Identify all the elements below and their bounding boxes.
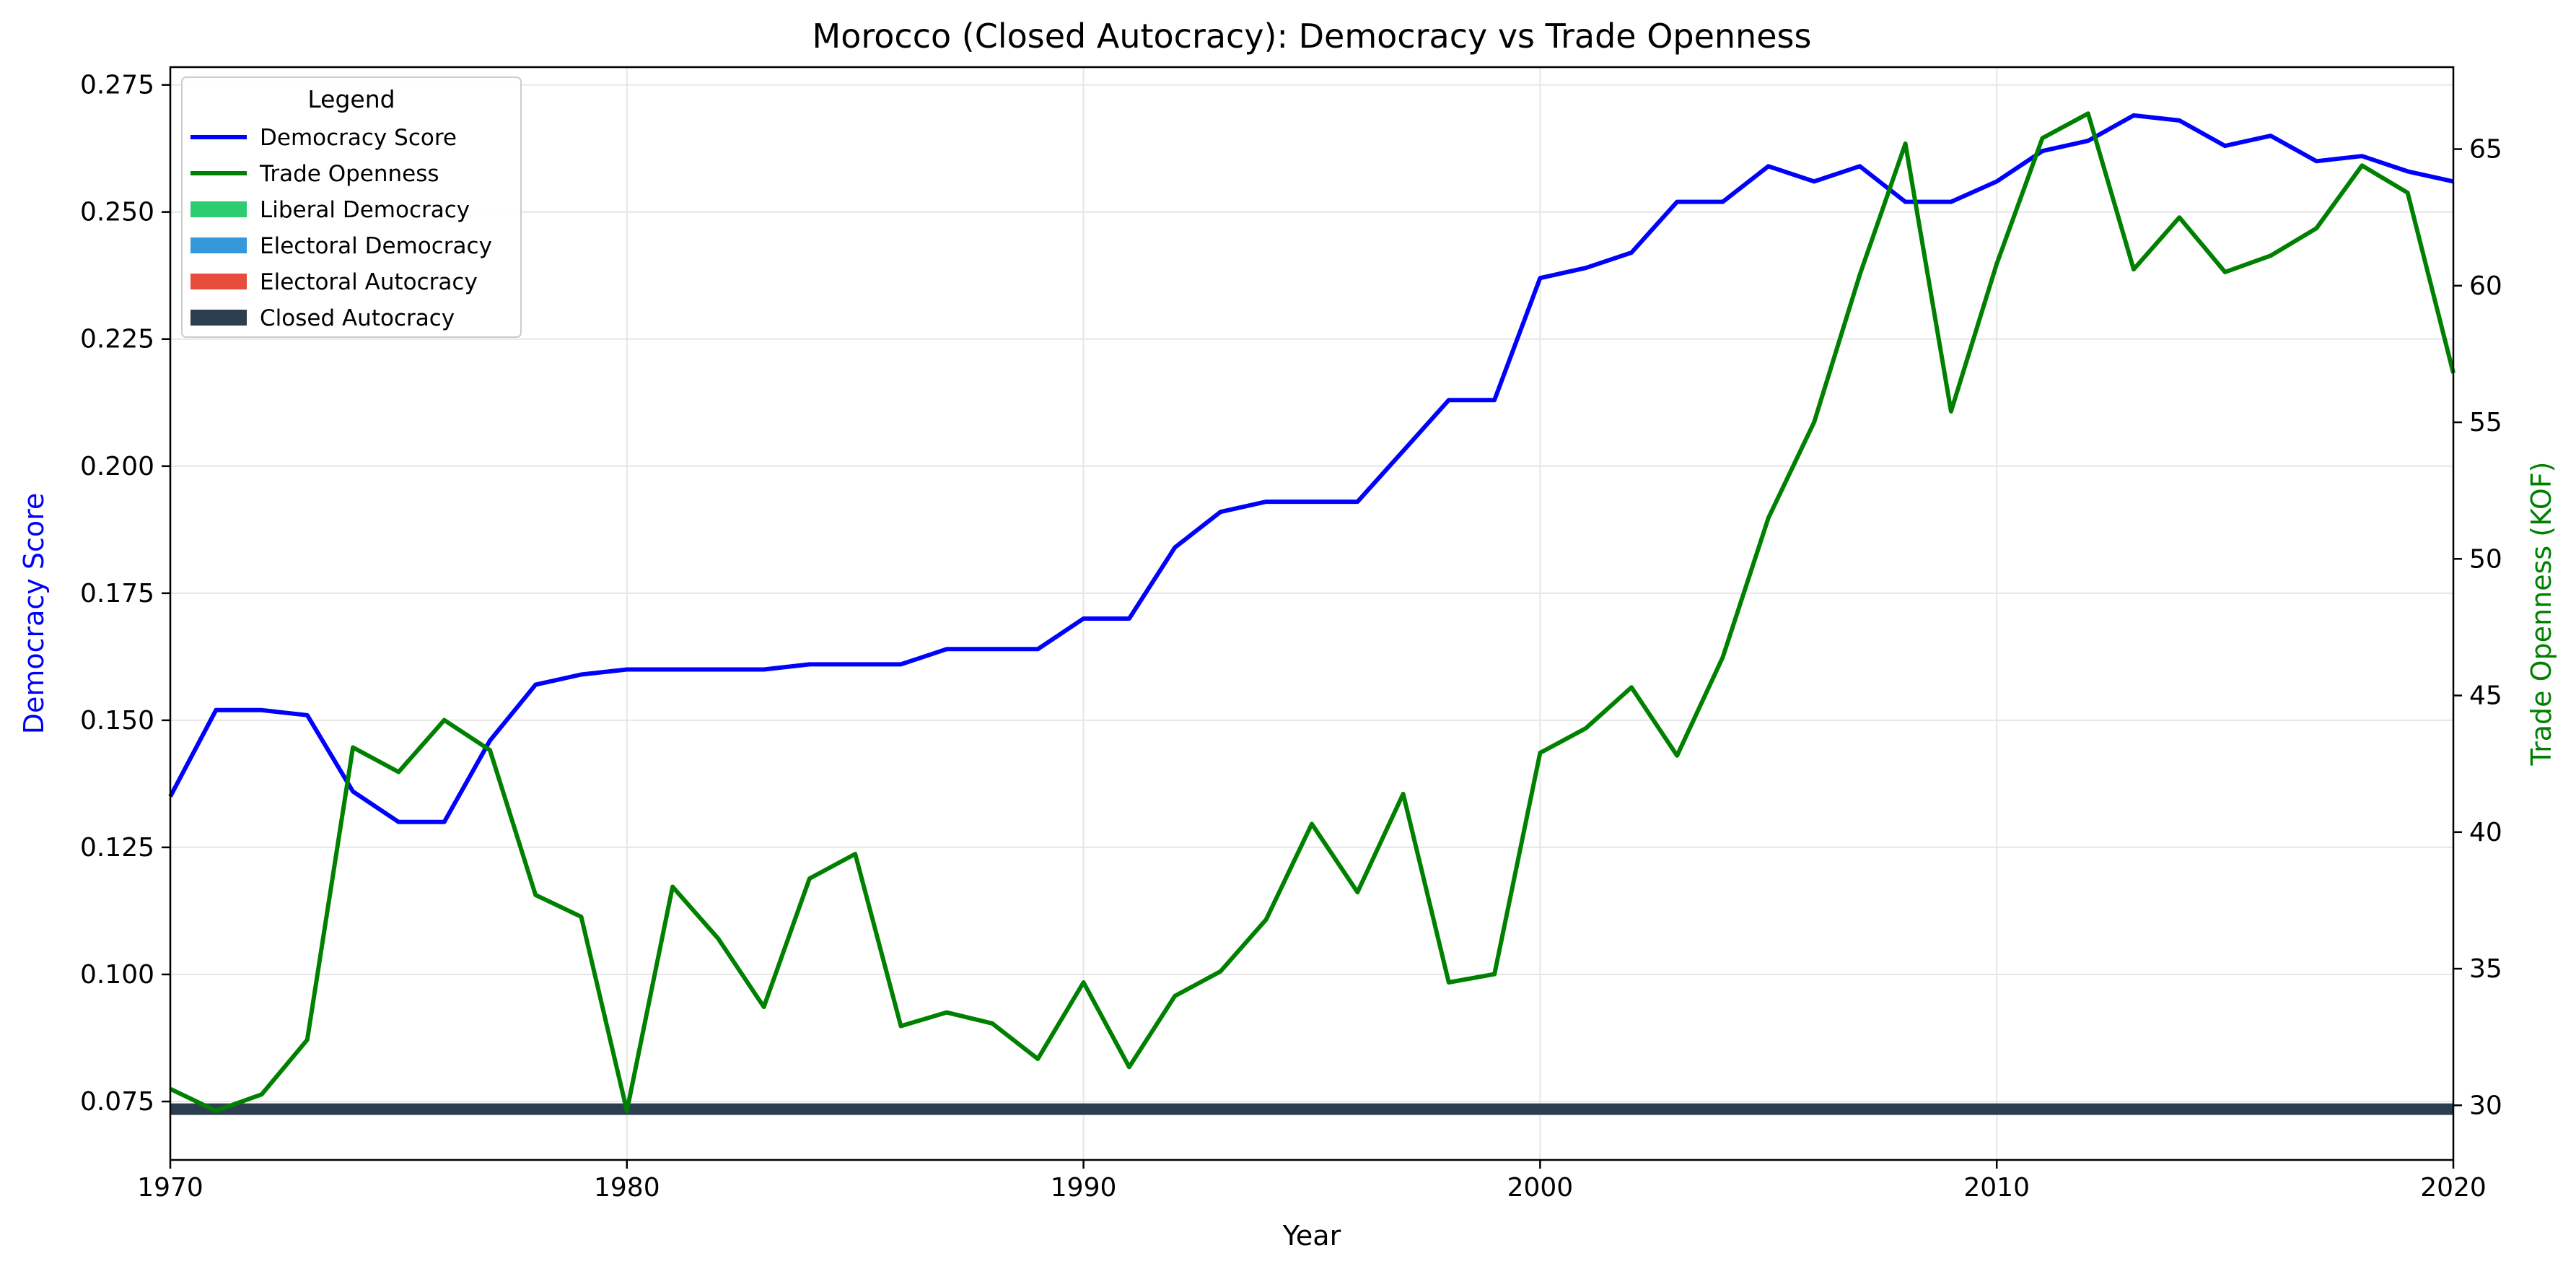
y-tick-label-right: 30 [2469,1091,2502,1120]
legend-title: Legend [307,85,395,113]
plot-frame [169,66,2455,1161]
y-tick-label-right: 50 [2469,544,2502,574]
series-line-trade-openness [169,111,2455,1113]
x-tick-label: 1990 [1051,1173,1117,1203]
y-axis-label-right: Trade Openness (KOF) [2525,461,2557,766]
legend-label-closed-autocracy: Closed Autocracy [260,305,455,331]
legend-swatch-electoral-democracy [190,237,247,253]
x-axis-label: Year [1282,1220,1341,1252]
y-tick-label-left: 0.100 [80,960,154,990]
legend-label-trade-openness: Trade Openness [259,161,439,187]
y-tick-label-left: 0.225 [80,325,154,354]
series-line-democracy-score [168,113,2454,824]
y-tick-label-left: 0.200 [80,452,154,481]
x-tick-label: 2000 [1507,1173,1574,1203]
legend-swatch-closed-autocracy [190,310,247,326]
y-tick-label-right: 55 [2469,408,2502,437]
y-tick-label-right: 40 [2469,818,2502,847]
legend-label-liberal-democracy: Liberal Democracy [260,197,470,223]
legend-swatch-liberal-democracy [190,201,247,217]
x-tick-label: 2020 [2420,1173,2487,1203]
x-tick-label: 1970 [137,1173,203,1203]
y-tick-label-left: 0.275 [80,71,154,100]
legend-label-electoral-autocracy: Electoral Autocracy [260,269,478,295]
y-axis-label-left: Democracy Score [18,493,50,735]
y-tick-label-right: 65 [2469,135,2502,165]
legend-label-democracy-score: Democracy Score [260,125,457,151]
x-tick-label: 1980 [594,1173,660,1203]
legend-items: Democracy Score Trade Openness Liberal Dem… [190,125,492,331]
chart-title: Morocco (Closed Autocracy): Democracy vs… [812,17,1812,56]
legend-label-electoral-democracy: Electoral Democracy [260,233,492,259]
x-tick-label: 2010 [1963,1173,2030,1203]
plot-background [170,67,2453,1160]
legend-box [181,77,522,338]
y-tick-label-left: 0.125 [80,833,154,863]
y-tick-label-left: 0.250 [80,198,154,227]
y-tick-label-right: 35 [2469,954,2502,984]
series-layer [168,111,2455,1113]
y-tick-label-left: 0.175 [80,579,154,608]
y-tick-label-right: 60 [2469,271,2502,301]
y-tick-label-left: 0.150 [80,706,154,736]
y-tick-label-left: 0.075 [80,1087,154,1117]
ticks: 1970 1980 1990 2000 2010 2020 0.075 0.100 0.125 0… [80,71,2502,1203]
y-tick-label-right: 45 [2469,681,2502,711]
legend-swatch-electoral-autocracy [190,274,247,289]
legend: Legend Democracy Score Trade Openness Libe… [181,77,522,338]
